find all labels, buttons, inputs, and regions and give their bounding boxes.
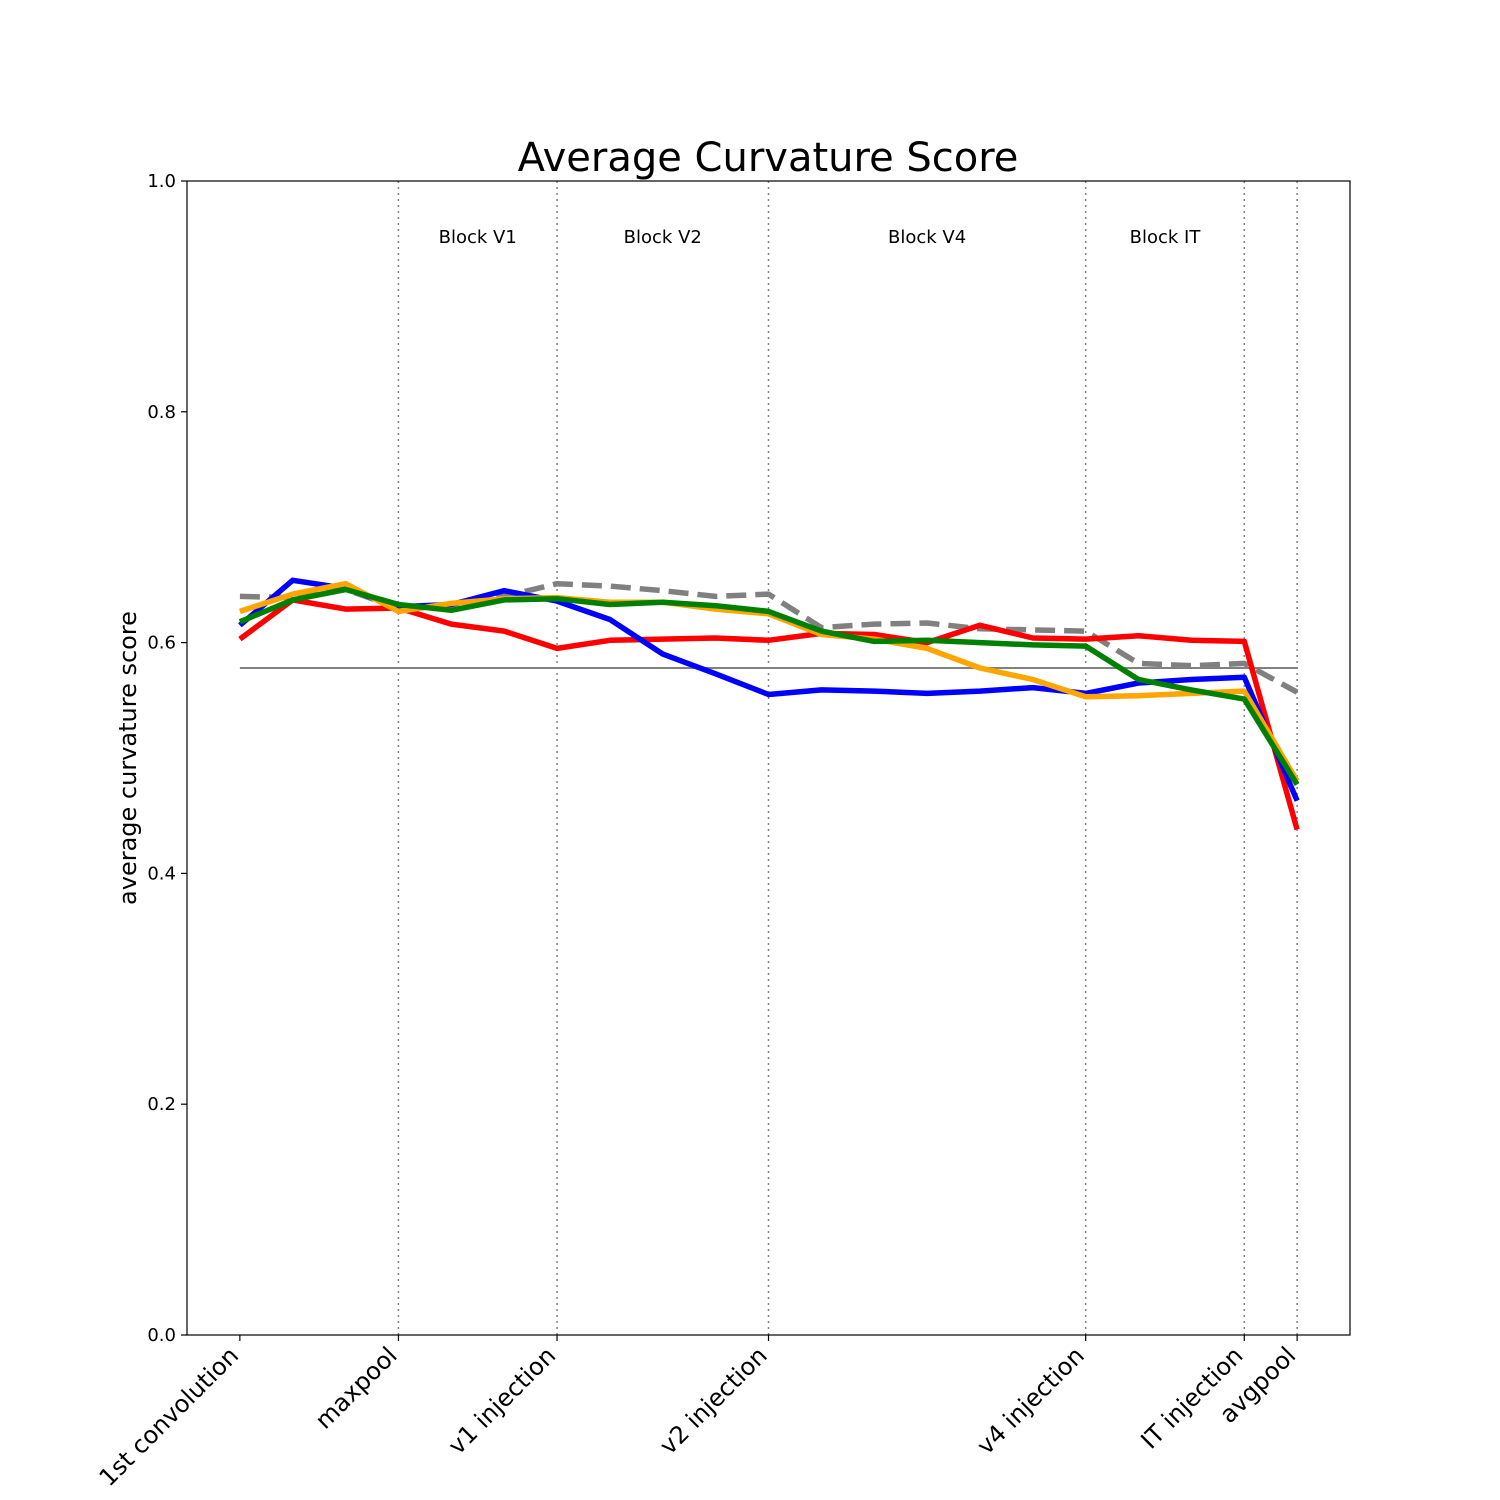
block-label: Block V4 — [888, 227, 966, 248]
y-tick-label: 0.2 — [147, 1094, 176, 1115]
block-label: Block IT — [1130, 227, 1202, 248]
block-label: Block V1 — [439, 227, 517, 248]
y-tick-label: 0.4 — [147, 863, 176, 884]
chart-title: Average Curvature Score — [518, 135, 1019, 181]
y-tick-label: 1.0 — [147, 171, 176, 192]
block-label: Block V2 — [624, 227, 702, 248]
y-tick-label: 0.6 — [147, 633, 176, 654]
y-tick-label: 0.0 — [147, 1325, 176, 1346]
y-tick-label: 0.8 — [147, 402, 176, 423]
series-line — [238, 586, 1300, 786]
y-axis-label: average curvature score — [114, 611, 142, 905]
series-line — [238, 597, 1300, 831]
